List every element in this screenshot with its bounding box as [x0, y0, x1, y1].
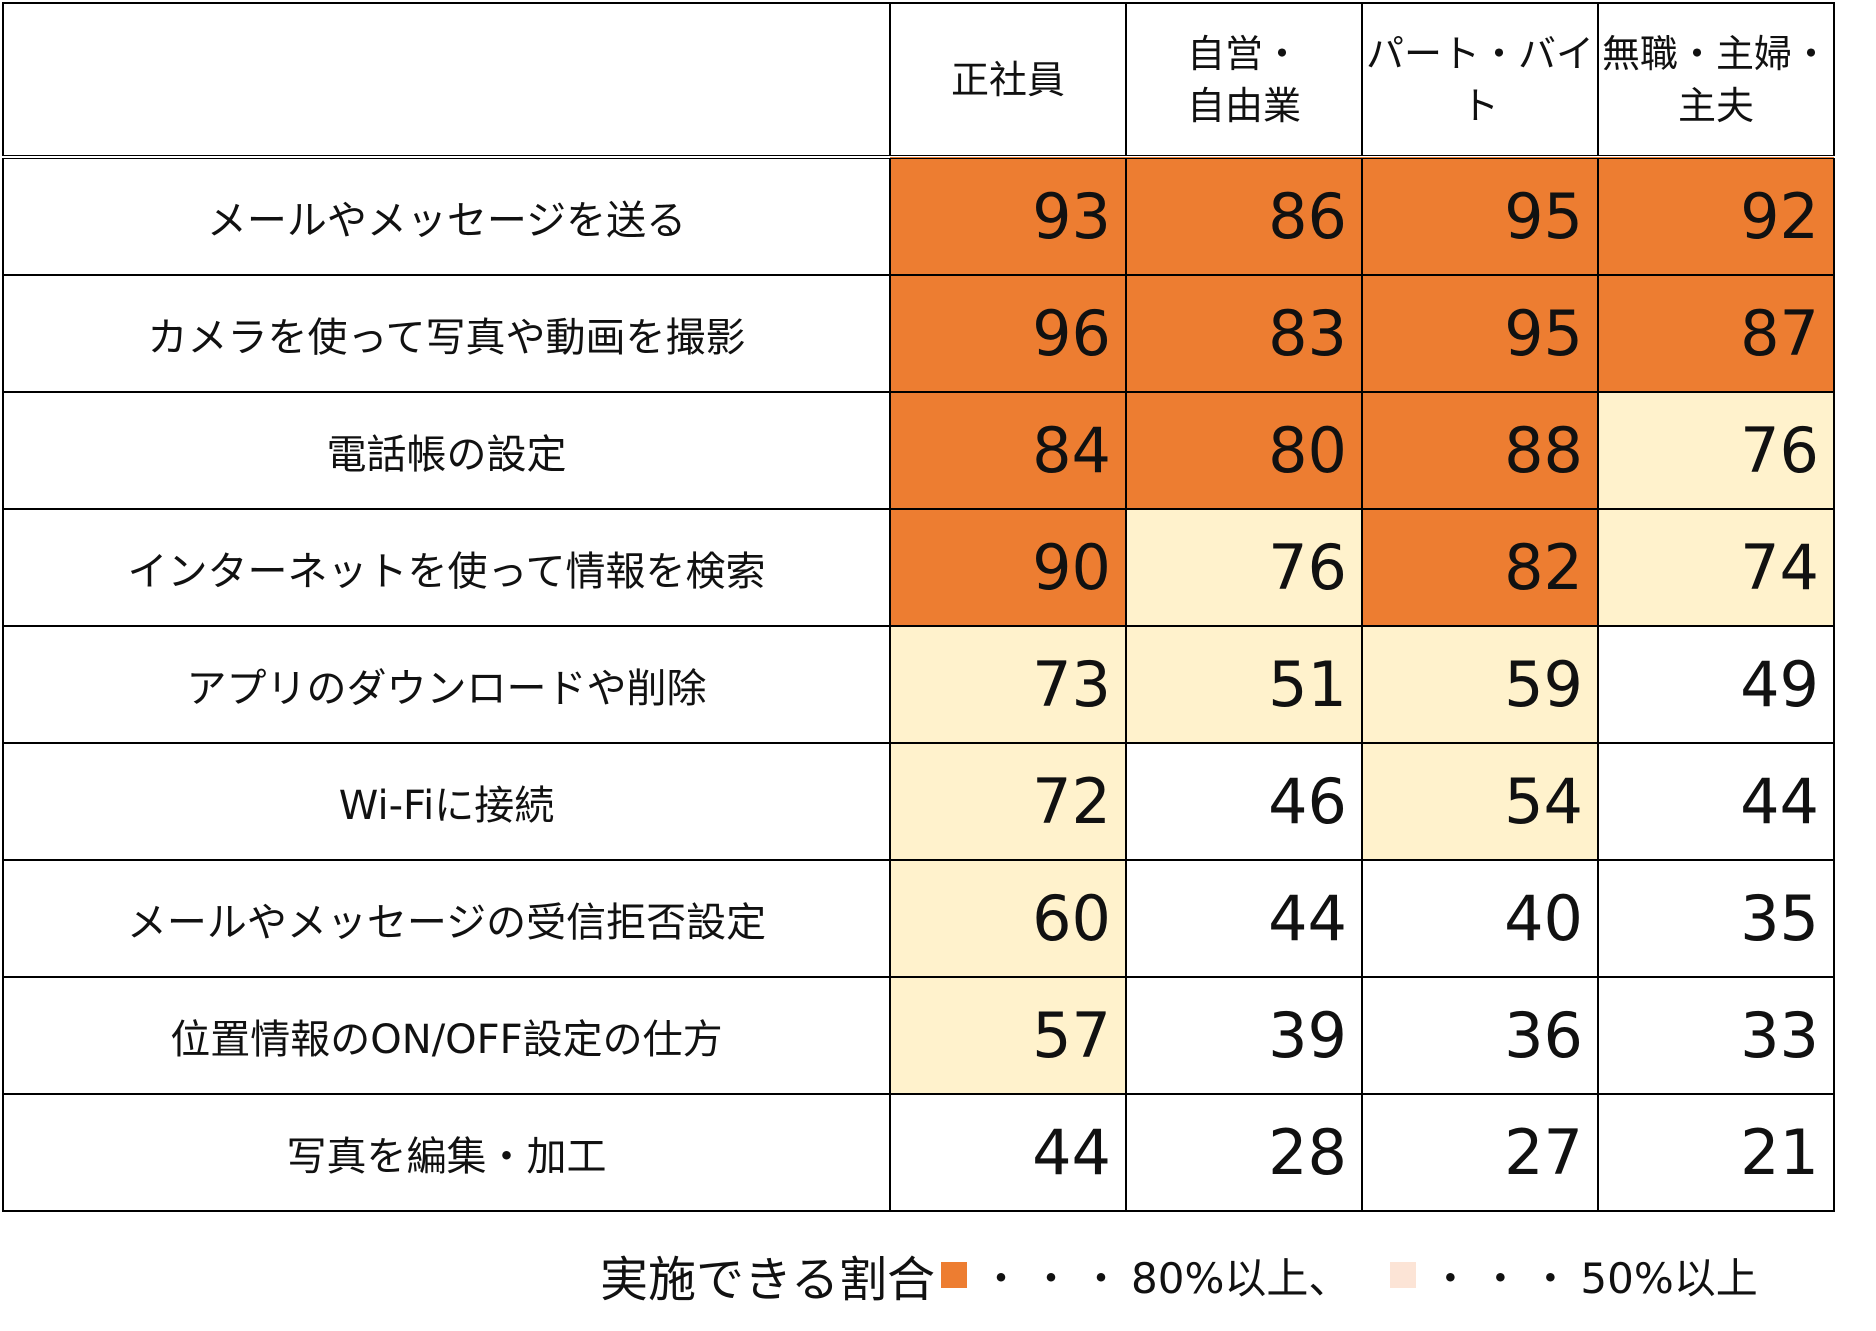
row-label: 位置情報のON/OFF設定の仕方 — [2, 976, 891, 1095]
row-label: カメラを使って写真や動画を撮影 — [2, 274, 891, 393]
value-cell: 86 — [1125, 156, 1363, 276]
legend-dots-mid: ・・・ — [1430, 1256, 1581, 1302]
value-cell: 80 — [1125, 391, 1363, 510]
value-cell: 60 — [889, 859, 1127, 978]
row-label: インターネットを使って情報を検索 — [2, 508, 891, 627]
value-cell: 83 — [1125, 274, 1363, 393]
column-header-part: パート・バイト — [1361, 2, 1599, 159]
value-cell: 96 — [889, 274, 1127, 393]
value-cell: 95 — [1361, 156, 1599, 276]
legend: 実施できる割合 ・・・ 80%以上、 ・・・ 50%以上 — [600, 1240, 1758, 1310]
value-cell: 51 — [1125, 625, 1363, 744]
value-cell: 92 — [1597, 156, 1835, 276]
column-header-jiei: 自営・ 自由業 — [1125, 2, 1363, 159]
legend-high-swatch — [941, 1262, 968, 1288]
value-cell: 74 — [1597, 508, 1835, 627]
table-row: カメラを使って写真や動画を撮影 96 83 95 87 — [2, 274, 1835, 393]
row-label: メールやメッセージの受信拒否設定 — [2, 859, 891, 978]
value-cell: 49 — [1597, 625, 1835, 744]
value-cell: 44 — [889, 1093, 1127, 1212]
corner-header-cell — [2, 2, 891, 159]
table-row: 位置情報のON/OFF設定の仕方 57 39 36 33 — [2, 976, 1835, 1095]
value-cell: 28 — [1125, 1093, 1363, 1212]
legend-mid-swatch — [1390, 1262, 1417, 1288]
value-cell: 39 — [1125, 976, 1363, 1095]
value-cell: 90 — [889, 508, 1127, 627]
value-cell: 72 — [889, 742, 1127, 861]
value-cell: 82 — [1361, 508, 1599, 627]
table-row: メールやメッセージの受信拒否設定 60 44 40 35 — [2, 859, 1835, 978]
value-cell: 46 — [1125, 742, 1363, 861]
value-cell: 84 — [889, 391, 1127, 510]
value-cell: 73 — [889, 625, 1127, 744]
value-cell: 44 — [1125, 859, 1363, 978]
table-row: インターネットを使って情報を検索 90 76 82 74 — [2, 508, 1835, 627]
row-label: 電話帳の設定 — [2, 391, 891, 510]
value-cell: 21 — [1597, 1093, 1835, 1212]
column-header-seishain: 正社員 — [889, 2, 1127, 159]
value-cell: 76 — [1597, 391, 1835, 510]
value-cell: 27 — [1361, 1093, 1599, 1212]
value-cell: 59 — [1361, 625, 1599, 744]
column-header-mushoku: 無職・主婦・ 主夫 — [1597, 2, 1835, 159]
row-label: アプリのダウンロードや削除 — [2, 625, 891, 744]
value-cell: 40 — [1361, 859, 1599, 978]
table-row: Wi-Fiに接続 72 46 54 44 — [2, 742, 1835, 861]
row-label: メールやメッセージを送る — [2, 156, 891, 276]
table-body: メールやメッセージを送る 93 86 95 92 カメラを使って写真や動画を撮影 96 83 9… — [2, 156, 1835, 1212]
table-row: メールやメッセージを送る 93 86 95 92 — [2, 156, 1835, 276]
header-row: 正社員 自営・ 自由業 パート・バイト 無職・主婦・ 主夫 — [2, 2, 1835, 159]
legend-dots-high: ・・・ — [981, 1256, 1132, 1302]
data-table-container: 正社員 自営・ 自由業 パート・バイト 無職・主婦・ 主夫 メールやメッセージを送る… — [2, 2, 1835, 1212]
value-cell: 57 — [889, 976, 1127, 1095]
value-cell: 35 — [1597, 859, 1835, 978]
row-label: Wi-Fiに接続 — [2, 742, 891, 861]
usage-table: 正社員 自営・ 自由業 パート・バイト 無職・主婦・ 主夫 メールやメッセージを送る… — [2, 2, 1835, 1212]
value-cell: 36 — [1361, 976, 1599, 1095]
row-label: 写真を編集・加工 — [2, 1093, 891, 1212]
value-cell: 76 — [1125, 508, 1363, 627]
table-row: アプリのダウンロードや削除 73 51 59 49 — [2, 625, 1835, 744]
legend-mid-text: 50%以上 — [1580, 1253, 1758, 1303]
legend-high-text: 80%以上、 — [1131, 1253, 1351, 1303]
value-cell: 87 — [1597, 274, 1835, 393]
value-cell: 95 — [1361, 274, 1599, 393]
table-row: 写真を編集・加工 44 28 27 21 — [2, 1093, 1835, 1212]
value-cell: 54 — [1361, 742, 1599, 861]
value-cell: 93 — [889, 156, 1127, 276]
legend-prefix: 実施できる割合 — [600, 1252, 936, 1308]
value-cell: 33 — [1597, 976, 1835, 1095]
value-cell: 88 — [1361, 391, 1599, 510]
table-row: 電話帳の設定 84 80 88 76 — [2, 391, 1835, 510]
value-cell: 44 — [1597, 742, 1835, 861]
